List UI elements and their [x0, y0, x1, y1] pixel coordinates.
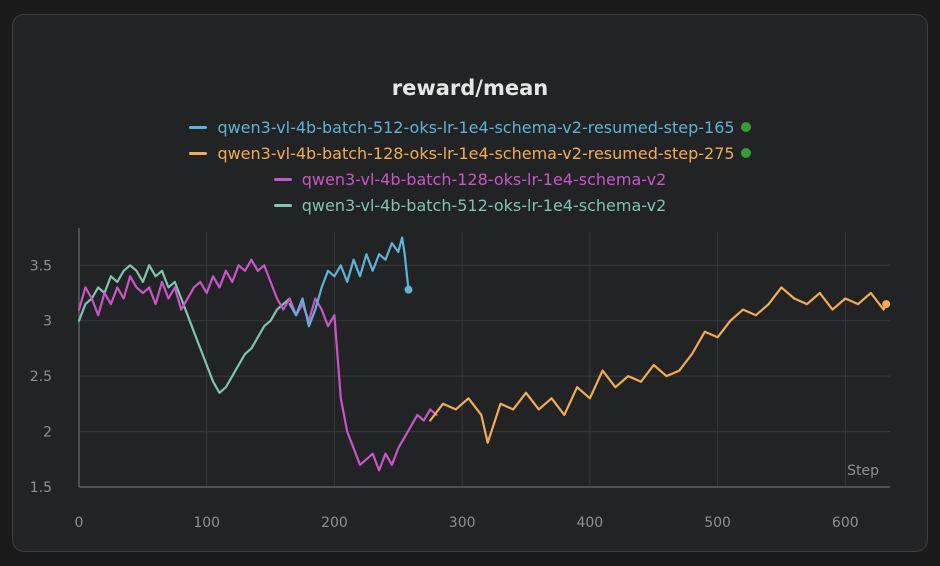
legend-item[interactable]: qwen3-vl-4b-batch-128-oks-lr-1e4-schema-… — [0, 140, 940, 166]
tick-labels: 1.5 2 2.5 3 3.5 0 100 200 300 400 500 600 Step — [30, 258, 879, 531]
chart-title: reward/mean — [391, 76, 549, 100]
legend-item[interactable]: qwen3-vl-4b-batch-128-oks-lr-1e4-schema-… — [0, 166, 940, 192]
legend-status-dot — [740, 148, 751, 158]
chart-legend: qwen3-vl-4b-batch-512-oks-lr-1e4-schema-… — [0, 114, 940, 218]
series-line — [77, 264, 291, 394]
axes — [78, 228, 890, 488]
series-lines — [77, 236, 891, 472]
y-tick-label: 2 — [43, 425, 52, 441]
legend-label: qwen3-vl-4b-batch-128-oks-lr-1e4-schema-… — [301, 169, 667, 189]
legend-item[interactable]: qwen3-vl-4b-batch-512-oks-lr-1e4-schema-… — [0, 192, 940, 218]
y-tick-label: 3 — [43, 314, 52, 330]
legend-swatch — [273, 203, 292, 207]
x-tick-label: 100 — [193, 515, 220, 531]
series-line — [429, 286, 888, 444]
chart-panel — [12, 14, 928, 552]
x-tick-label: 500 — [704, 515, 731, 531]
x-tick-label: 0 — [75, 515, 84, 531]
legend-swatch — [189, 151, 208, 155]
legend-swatch — [189, 125, 208, 129]
y-tick-label: 3.5 — [30, 258, 52, 274]
x-tick-label: 600 — [832, 515, 859, 531]
x-tick-label: 200 — [321, 515, 348, 531]
x-axis-label: Step — [847, 463, 879, 479]
legend-swatch — [273, 177, 292, 181]
series-line — [288, 236, 410, 328]
legend-label: qwen3-vl-4b-batch-512-oks-lr-1e4-schema-… — [301, 195, 667, 215]
series-end-marker — [882, 300, 891, 309]
series-line — [77, 258, 438, 472]
legend-item[interactable]: qwen3-vl-4b-batch-512-oks-lr-1e4-schema-… — [0, 114, 940, 140]
x-tick-label: 300 — [449, 515, 476, 531]
series-end-marker — [404, 285, 413, 294]
legend-label: qwen3-vl-4b-batch-512-oks-lr-1e4-schema-… — [217, 117, 735, 137]
y-tick-label: 2.5 — [30, 369, 52, 385]
legend-label: qwen3-vl-4b-batch-128-oks-lr-1e4-schema-… — [217, 143, 735, 163]
legend-status-dot — [740, 122, 751, 132]
y-tick-label: 1.5 — [30, 480, 52, 496]
x-tick-label: 400 — [576, 515, 603, 531]
grid-lines — [78, 232, 890, 488]
